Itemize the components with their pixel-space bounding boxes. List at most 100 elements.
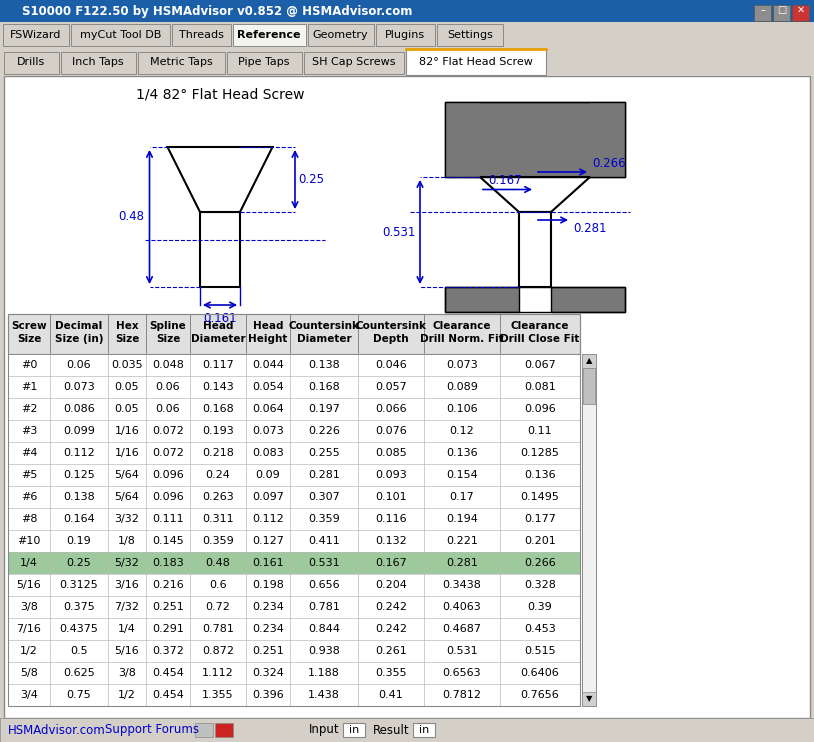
- Text: 1/4: 1/4: [20, 558, 38, 568]
- Text: 1/2: 1/2: [20, 646, 38, 656]
- Bar: [590, 102, 625, 177]
- Bar: [172, 24, 231, 46]
- Text: 1.438: 1.438: [308, 690, 340, 700]
- Text: #4: #4: [20, 448, 37, 458]
- Bar: [8, 596, 580, 618]
- Text: 0.064: 0.064: [252, 404, 284, 414]
- Text: 0.138: 0.138: [63, 492, 95, 502]
- Bar: [215, 723, 233, 737]
- Text: 0.5: 0.5: [70, 646, 88, 656]
- Text: 5/32: 5/32: [115, 558, 139, 568]
- Text: 7/16: 7/16: [16, 624, 42, 634]
- Text: 0.234: 0.234: [252, 624, 284, 634]
- Bar: [437, 24, 503, 46]
- Text: Drill Norm. Fit: Drill Norm. Fit: [420, 334, 504, 344]
- Text: 0.242: 0.242: [375, 602, 407, 612]
- Text: 7/32: 7/32: [115, 602, 139, 612]
- Bar: [582, 692, 596, 706]
- Text: Depth: Depth: [373, 334, 409, 344]
- Text: myCut Tool DB: myCut Tool DB: [80, 30, 161, 40]
- Text: 0.531: 0.531: [383, 226, 416, 238]
- Text: 3/4: 3/4: [20, 690, 38, 700]
- Text: 0.72: 0.72: [206, 602, 230, 612]
- Bar: [8, 464, 580, 486]
- Text: ▲: ▲: [586, 356, 593, 366]
- Bar: [8, 354, 580, 376]
- Text: 0.096: 0.096: [152, 492, 184, 502]
- Text: 0.307: 0.307: [309, 492, 340, 502]
- Text: 0.872: 0.872: [202, 646, 234, 656]
- Text: ✕: ✕: [796, 5, 804, 15]
- Text: 0.12: 0.12: [449, 426, 475, 436]
- Text: 0.1495: 0.1495: [521, 492, 559, 502]
- Text: 0.112: 0.112: [63, 448, 95, 458]
- Text: FSWizard: FSWizard: [11, 30, 62, 40]
- Text: 0.145: 0.145: [152, 536, 184, 546]
- Text: Geometry: Geometry: [313, 30, 368, 40]
- Bar: [233, 24, 305, 46]
- Text: 0.073: 0.073: [63, 382, 95, 392]
- Text: 0.39: 0.39: [527, 602, 553, 612]
- Text: 0.06: 0.06: [67, 360, 91, 370]
- Text: 0.201: 0.201: [524, 536, 556, 546]
- Text: 0.138: 0.138: [309, 360, 340, 370]
- Text: 0.168: 0.168: [309, 382, 340, 392]
- Bar: [375, 24, 435, 46]
- Text: HSMAdvisor.com: HSMAdvisor.com: [8, 723, 106, 737]
- Text: 0.453: 0.453: [524, 624, 556, 634]
- Text: Countersink: Countersink: [288, 321, 360, 331]
- Bar: [8, 486, 580, 508]
- Bar: [0, 718, 814, 742]
- Text: 0.046: 0.046: [375, 360, 407, 370]
- Text: 5/8: 5/8: [20, 668, 38, 678]
- Text: Size: Size: [17, 334, 42, 344]
- Text: 1/2: 1/2: [118, 690, 136, 700]
- Text: #0: #0: [21, 360, 37, 370]
- Text: 0.1285: 0.1285: [521, 448, 559, 458]
- Text: 0.311: 0.311: [202, 514, 234, 524]
- Text: Head: Head: [203, 321, 234, 331]
- Text: Screw: Screw: [11, 321, 47, 331]
- Text: 0.096: 0.096: [152, 470, 184, 480]
- Bar: [195, 723, 213, 737]
- Text: Hex: Hex: [116, 321, 138, 331]
- Text: 0.136: 0.136: [446, 448, 478, 458]
- Text: 0.073: 0.073: [252, 426, 284, 436]
- Text: Height: Height: [248, 334, 287, 344]
- Text: 0.3438: 0.3438: [443, 580, 481, 590]
- Text: Diameter: Diameter: [190, 334, 245, 344]
- Text: 0.072: 0.072: [152, 426, 184, 436]
- Text: in: in: [419, 725, 429, 735]
- Text: –: –: [760, 5, 765, 15]
- Bar: [0, 22, 814, 48]
- Bar: [71, 24, 169, 46]
- Text: 0.05: 0.05: [115, 382, 139, 392]
- Text: 0.6: 0.6: [209, 580, 227, 590]
- Text: 0.251: 0.251: [252, 646, 284, 656]
- Text: 0.154: 0.154: [446, 470, 478, 480]
- Text: Metric Taps: Metric Taps: [150, 57, 212, 67]
- Text: ▼: ▼: [586, 695, 593, 703]
- Bar: [445, 287, 625, 312]
- Text: 0.132: 0.132: [375, 536, 407, 546]
- Text: 0.116: 0.116: [375, 514, 407, 524]
- Bar: [8, 314, 580, 706]
- Bar: [200, 212, 240, 287]
- Bar: [583, 368, 595, 404]
- Text: 0.25: 0.25: [298, 173, 324, 186]
- Text: 0.396: 0.396: [252, 690, 284, 700]
- Bar: [445, 102, 480, 177]
- Text: 0.099: 0.099: [63, 426, 95, 436]
- Text: 1/8: 1/8: [118, 536, 136, 546]
- Text: 0.044: 0.044: [252, 360, 284, 370]
- Bar: [8, 442, 580, 464]
- Text: 0.216: 0.216: [152, 580, 184, 590]
- Text: Input: Input: [309, 723, 340, 737]
- Text: 0.197: 0.197: [308, 404, 340, 414]
- Text: Inch Taps: Inch Taps: [72, 57, 124, 67]
- Text: 0.4375: 0.4375: [59, 624, 98, 634]
- Text: 0.75: 0.75: [67, 690, 91, 700]
- Bar: [8, 618, 580, 640]
- Text: 1.112: 1.112: [202, 668, 234, 678]
- Text: 0.125: 0.125: [63, 470, 95, 480]
